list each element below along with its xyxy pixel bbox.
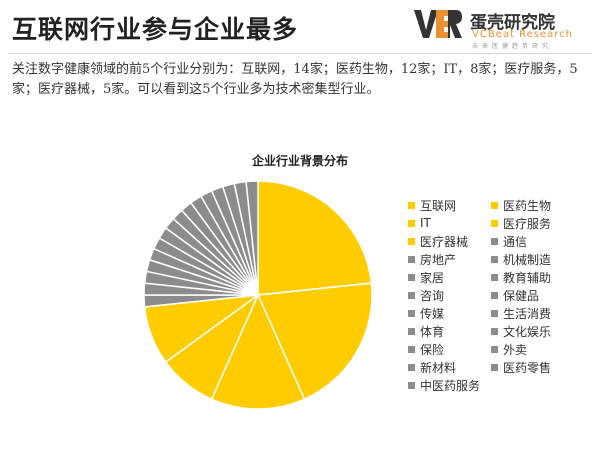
legend-item: 医药生物 bbox=[491, 196, 568, 214]
legend-label: 通信 bbox=[503, 234, 528, 249]
legend-label: 体育 bbox=[420, 324, 445, 339]
logo-tagline: 未来医健趋势研究 bbox=[472, 43, 553, 50]
legend-label: 传媒 bbox=[420, 306, 445, 321]
vbr-logo-icon bbox=[414, 10, 462, 38]
legend-label: 新材料 bbox=[420, 360, 457, 375]
legend-swatch bbox=[408, 381, 415, 389]
legend-item: 房地产 bbox=[408, 250, 491, 268]
legend-label: 医药零售 bbox=[503, 360, 552, 375]
legend-label: 保险 bbox=[420, 342, 445, 357]
brand-logo: 蛋壳研究院 VCBeat Research 未来医健趋势研究 bbox=[412, 4, 596, 50]
legend-swatch bbox=[408, 201, 415, 209]
legend-label: 机械制造 bbox=[503, 252, 552, 267]
legend-item: 保健品 bbox=[491, 286, 568, 304]
legend-swatch bbox=[491, 309, 498, 317]
legend-swatch bbox=[408, 273, 415, 281]
legend-swatch bbox=[491, 219, 498, 227]
legend-swatch bbox=[408, 237, 415, 245]
legend-swatch bbox=[491, 237, 498, 245]
legend-swatch bbox=[408, 291, 415, 299]
legend-swatch bbox=[491, 291, 498, 299]
pie-slice-3 bbox=[210, 293, 306, 410]
legend-swatch bbox=[491, 327, 498, 335]
legend-label: 家居 bbox=[420, 270, 445, 285]
legend-label: 医药生物 bbox=[503, 198, 552, 213]
legend-swatch bbox=[491, 363, 498, 371]
legend-item: 家居 bbox=[408, 268, 491, 286]
logo-name-en: VCBeat Research bbox=[472, 29, 573, 40]
chart-legend: 互联网 医药生物 IT 医疗服务医疗器械 通信房地产 机械制造家居 教育辅助咨询 保健品传媒 生… bbox=[408, 196, 568, 394]
legend-label: IT bbox=[420, 216, 431, 230]
legend-swatch bbox=[408, 363, 415, 371]
legend-item: 保险 bbox=[408, 340, 491, 358]
legend-item: 中医药服务 bbox=[408, 376, 491, 394]
legend-label: 保健品 bbox=[503, 288, 540, 303]
legend-item: 医疗器械 bbox=[408, 232, 491, 250]
legend-item: 机械制造 bbox=[491, 250, 568, 268]
legend-label: 文化娱乐 bbox=[503, 324, 552, 339]
legend-swatch bbox=[408, 345, 415, 353]
legend-item: 通信 bbox=[491, 232, 568, 250]
legend-label: 医疗器械 bbox=[420, 234, 469, 249]
legend-swatch bbox=[408, 327, 415, 335]
legend-swatch bbox=[491, 345, 498, 353]
legend-swatch bbox=[408, 255, 415, 263]
legend-item: 外卖 bbox=[491, 340, 568, 358]
legend-label: 中医药服务 bbox=[420, 378, 481, 393]
title-divider bbox=[8, 53, 592, 54]
legend-label: 教育辅助 bbox=[503, 270, 552, 285]
legend-label: 咨询 bbox=[420, 288, 445, 303]
logo-name: 蛋壳研究院 bbox=[470, 13, 555, 33]
legend-swatch bbox=[408, 219, 415, 227]
page-title: 互联网行业参与企业最多 bbox=[12, 15, 299, 44]
legend-item: 新材料 bbox=[408, 358, 491, 376]
legend-item: 教育辅助 bbox=[491, 268, 568, 286]
pie-slice-2 bbox=[256, 282, 373, 401]
legend-swatch bbox=[491, 273, 498, 281]
pie-slice-1 bbox=[257, 180, 373, 296]
legend-item: 文化娱乐 bbox=[491, 322, 568, 340]
legend-swatch bbox=[491, 255, 498, 263]
legend-label: 外卖 bbox=[503, 342, 528, 357]
legend-label: 医疗服务 bbox=[503, 216, 552, 231]
pie-chart bbox=[143, 180, 373, 410]
legend-item: 体育 bbox=[408, 322, 491, 340]
legend-item: IT bbox=[408, 214, 491, 232]
legend-swatch bbox=[408, 309, 415, 317]
legend-item: 传媒 bbox=[408, 304, 491, 322]
legend-item: 互联网 bbox=[408, 196, 491, 214]
legend-label: 房地产 bbox=[420, 252, 457, 267]
legend-item: 医药零售 bbox=[491, 358, 568, 376]
legend-swatch bbox=[491, 201, 498, 209]
description-text: 关注数字健康领域的前5个行业分别为：互联网，14家；医药生物，12家；IT，8家… bbox=[12, 62, 578, 97]
legend-item: 生活消费 bbox=[491, 304, 568, 322]
chart-title: 企业行业背景分布 bbox=[251, 154, 348, 168]
legend-label: 互联网 bbox=[420, 198, 457, 213]
pie-slice-21 bbox=[245, 180, 259, 296]
legend-item: 医疗服务 bbox=[491, 214, 568, 232]
legend-item: 咨询 bbox=[408, 286, 491, 304]
legend-label: 生活消费 bbox=[503, 306, 552, 321]
